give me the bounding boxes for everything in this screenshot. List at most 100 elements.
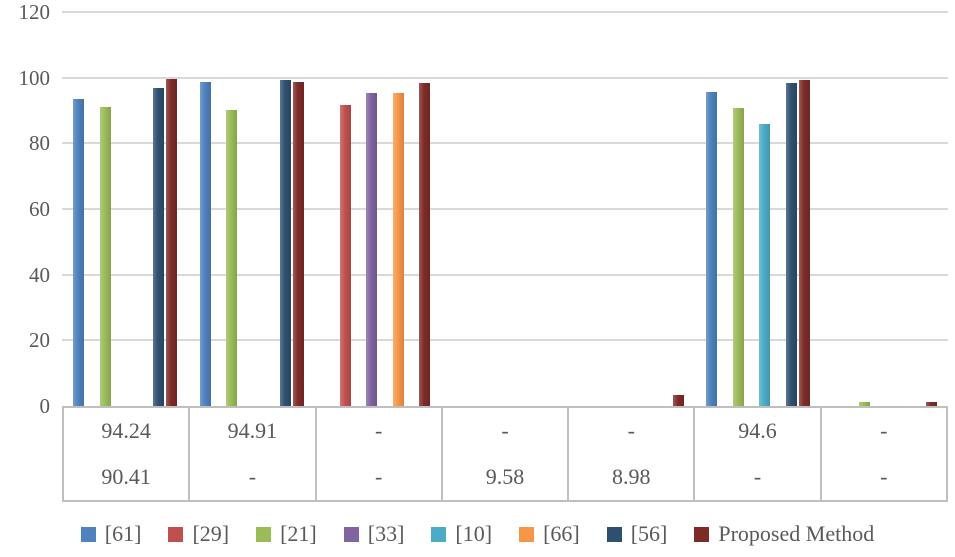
- bar-slot: [139, 12, 152, 406]
- bar-slot: [885, 12, 898, 406]
- y-axis-label: 0: [39, 394, 51, 418]
- bar-group: [821, 12, 948, 406]
- bar-group: [442, 12, 569, 406]
- table-column: --: [314, 408, 441, 500]
- bar-slot: [832, 12, 845, 406]
- legend-item: [61]: [80, 521, 142, 547]
- bar-slot: [378, 12, 391, 406]
- bar-slot: [758, 12, 771, 406]
- bar-slot: [125, 12, 138, 406]
- legend-label: Proposed Method: [718, 521, 875, 546]
- legend-item: [33]: [343, 521, 405, 547]
- bar-group: [568, 12, 695, 406]
- table-cell: -: [375, 418, 383, 443]
- bar-group: [62, 12, 189, 406]
- bar-slot: [545, 12, 558, 406]
- y-axis-label: 20: [29, 328, 50, 353]
- bar-proposedmethod: [925, 401, 937, 406]
- table-cell: -: [880, 418, 888, 443]
- y-axis-label: 100: [18, 65, 51, 90]
- bar-61: [199, 82, 211, 406]
- bar-slot: [732, 12, 745, 406]
- table-column: 94.6 -: [693, 408, 819, 500]
- table-cell: 9.58: [485, 464, 525, 489]
- bar-slot: [858, 12, 871, 406]
- bar-slot: [405, 12, 418, 406]
- bar-slot: [99, 12, 112, 406]
- bar-slot: [505, 12, 518, 406]
- table-cell: -: [501, 418, 509, 443]
- bar-slot: [478, 12, 491, 406]
- bar-slot: [925, 12, 938, 406]
- bar-slot: [392, 12, 405, 406]
- legend-item: Proposed Method: [694, 521, 874, 547]
- bar-proposedmethod: [419, 82, 431, 406]
- table-cell: -: [753, 464, 762, 489]
- table-cell: 8.98: [612, 464, 651, 489]
- legend-swatch-icon: [694, 526, 710, 542]
- bar-slot: [632, 12, 645, 406]
- bar-slot: [532, 12, 545, 406]
- gridline: [62, 76, 948, 79]
- legend-swatch-icon: [256, 526, 272, 542]
- bar-slot: [339, 12, 352, 406]
- bar-slot: [72, 12, 85, 406]
- bar-slot: [225, 12, 238, 406]
- bar-slot: [199, 12, 212, 406]
- legend-swatch-icon: [431, 526, 447, 542]
- bar-slot: [845, 12, 858, 406]
- y-axis-label: 80: [29, 131, 50, 156]
- bar-slot: [465, 12, 478, 406]
- bar-slot: [292, 12, 305, 406]
- legend-item: [56]: [606, 521, 668, 547]
- bar-21: [226, 109, 238, 406]
- table-cell: -: [880, 464, 888, 489]
- legend: [61] [29] [21] [33] [10] [66] [56] Proposed Met…: [0, 516, 955, 552]
- legend-label: [33]: [367, 521, 405, 546]
- legend-label: [61]: [104, 521, 142, 546]
- table-column: --: [819, 408, 948, 500]
- bar-slot: [798, 12, 811, 406]
- legend-label: [56]: [630, 521, 668, 546]
- bar-group: [189, 12, 316, 406]
- legend-swatch-icon: [168, 526, 184, 542]
- legend-label: [29]: [192, 521, 230, 546]
- table-cell: 94.24: [101, 418, 151, 443]
- bar-61: [706, 91, 718, 406]
- legend-swatch-icon: [606, 526, 622, 542]
- legend-label: [10]: [455, 521, 493, 546]
- bar-slot: [771, 12, 784, 406]
- legend-label: [66]: [543, 521, 580, 546]
- bar-group: [315, 12, 442, 406]
- bar-slot: [718, 12, 731, 406]
- bar-proposedmethod: [292, 82, 304, 406]
- bar-slot: [658, 12, 671, 406]
- bar-slot: [605, 12, 618, 406]
- y-axis-label: 40: [29, 262, 50, 287]
- bar-slot: [418, 12, 431, 406]
- bar-slot: [592, 12, 605, 406]
- gridline: [62, 142, 948, 145]
- bar-slot: [671, 12, 684, 406]
- table-cell: -: [375, 464, 383, 489]
- bar-10: [759, 123, 771, 406]
- bar-slot: [165, 12, 178, 406]
- table-column: 94.24 90.41: [62, 408, 188, 500]
- bar-66: [392, 93, 404, 406]
- table-cell: 90.41: [101, 464, 151, 489]
- bar-21: [732, 108, 744, 406]
- bar-slot: [239, 12, 252, 406]
- bar-proposedmethod: [166, 78, 178, 406]
- bar-21: [859, 402, 871, 406]
- bar-slot: [705, 12, 718, 406]
- bar-slot: [325, 12, 338, 406]
- table-cell: -: [627, 418, 635, 443]
- bar-slot: [365, 12, 378, 406]
- legend-item: [66]: [519, 521, 580, 547]
- plot-area: [62, 11, 948, 406]
- data-table: 94.24 90.41 94.91- - - -9.58-8.98 94.6- - -: [62, 406, 948, 502]
- table-column: 94.91 -: [188, 408, 314, 500]
- gridline: [62, 208, 948, 210]
- table-cell: 94.6: [738, 418, 777, 443]
- bar-slot: [898, 12, 911, 406]
